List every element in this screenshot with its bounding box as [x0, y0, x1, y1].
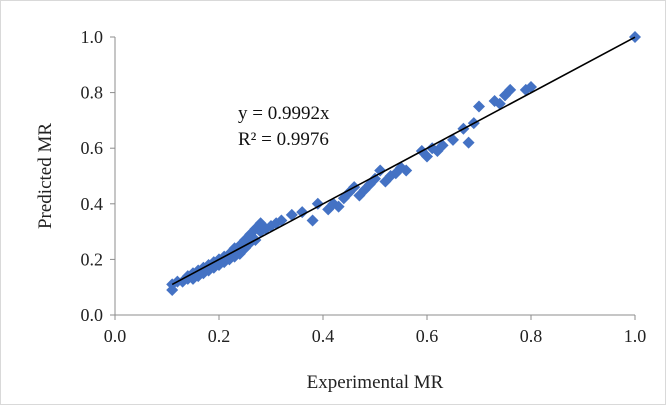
- data-point: [285, 208, 298, 221]
- axes: [110, 36, 636, 320]
- x-axis-title: Experimental MR: [307, 372, 444, 393]
- y-tick-label: 0.6: [81, 138, 104, 158]
- data-point: [296, 206, 309, 219]
- data-points: [166, 31, 641, 296]
- data-point: [473, 100, 485, 113]
- x-tick-label: 0.0: [104, 326, 127, 346]
- y-tick-label: 0.4: [81, 194, 104, 214]
- x-tick-label: 1.0: [624, 326, 647, 346]
- data-point: [244, 228, 257, 241]
- data-point: [421, 150, 433, 163]
- data-point: [629, 31, 641, 43]
- x-tick-label: 0.4: [312, 326, 335, 346]
- x-tick-label: 0.2: [208, 326, 231, 346]
- data-point: [275, 214, 288, 227]
- y-tick-label: 0.0: [81, 305, 104, 325]
- data-point: [306, 214, 319, 227]
- trendline: [171, 36, 636, 286]
- data-point: [504, 83, 517, 96]
- y-tick-label: 0.8: [81, 83, 104, 103]
- data-point: [525, 81, 537, 94]
- y-axis-title: Predicted MR: [35, 123, 56, 229]
- data-point: [311, 197, 324, 210]
- x-tick-label: 0.6: [416, 326, 439, 346]
- y-tick-label: 1.0: [81, 27, 104, 47]
- data-point: [493, 97, 506, 110]
- tick-labels: 0.0 0.2 0.4 0.6 0.8 1.0 0.0 0.2 0.4 0.6 0.8 1.0: [81, 27, 647, 346]
- trendline-equation: y = 0.9992x: [238, 103, 330, 124]
- data-point: [374, 164, 387, 177]
- x-tick-label: 0.8: [520, 326, 543, 346]
- data-point: [369, 172, 381, 185]
- data-point: [400, 164, 413, 177]
- data-point: [332, 200, 345, 213]
- data-point: [462, 136, 475, 149]
- y-tick-label: 0.2: [81, 249, 104, 269]
- r-squared-label: R² = 0.9976: [238, 129, 329, 150]
- data-point: [447, 133, 459, 146]
